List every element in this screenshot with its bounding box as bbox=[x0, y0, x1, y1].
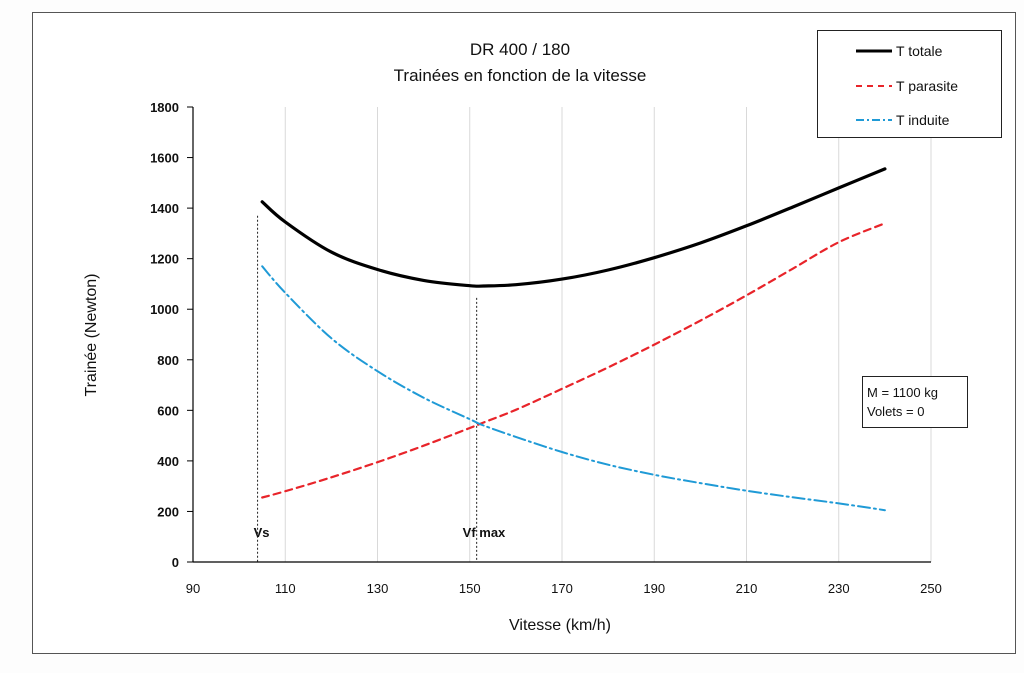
y-tick-label: 1200 bbox=[150, 252, 179, 267]
y-tick-label: 1600 bbox=[150, 151, 179, 166]
series-line-t-parasite bbox=[261, 222, 886, 499]
series-line-t-totale bbox=[260, 167, 887, 288]
x-tick-label: 230 bbox=[828, 581, 850, 596]
legend-swatch-t-totale bbox=[856, 49, 892, 53]
x-tick-label: 130 bbox=[367, 581, 389, 596]
y-tick-label: 1000 bbox=[150, 302, 179, 317]
legend-item-t-totale: T totale bbox=[818, 39, 1001, 63]
x-tick-label: 110 bbox=[275, 581, 296, 596]
y-tick-label: 0 bbox=[172, 555, 179, 570]
legend-item-t-induite: T induite bbox=[818, 108, 1001, 132]
chart-subtitle: Trainées en fonction de la vitesse bbox=[394, 66, 647, 85]
mass-label: M = 1100 kg bbox=[867, 385, 938, 400]
chart-title: DR 400 / 180 bbox=[470, 40, 570, 59]
legend-label: T parasite bbox=[896, 78, 958, 94]
legend-item-t-parasite: T parasite bbox=[818, 74, 1001, 98]
annotation-label: Vs bbox=[254, 525, 270, 540]
legend-label: T induite bbox=[896, 112, 950, 128]
x-axis-label: Vitesse (km/h) bbox=[509, 617, 611, 634]
x-tick-label: 170 bbox=[551, 581, 573, 596]
y-tick-label: 200 bbox=[157, 504, 179, 519]
y-tick-label: 800 bbox=[157, 353, 179, 368]
x-tick-label: 250 bbox=[920, 581, 942, 596]
legend-swatch-t-induite bbox=[856, 119, 892, 121]
legend-label: T totale bbox=[896, 43, 943, 59]
annotation-label: Vf max bbox=[463, 525, 506, 540]
x-tick-label: 90 bbox=[186, 581, 200, 596]
y-tick-label: 1400 bbox=[150, 201, 179, 216]
axes bbox=[192, 107, 931, 563]
x-tick-label: 150 bbox=[459, 581, 481, 596]
annotations: Vs Vf max bbox=[254, 215, 506, 562]
y-tick-label: 1800 bbox=[150, 100, 179, 115]
flaps-label: Volets = 0 bbox=[867, 404, 925, 419]
legend-swatch-t-parasite bbox=[856, 85, 892, 87]
y-tick-label: 400 bbox=[157, 454, 179, 469]
x-tick-label: 190 bbox=[643, 581, 665, 596]
legend: T totale T parasite T induite bbox=[817, 30, 1002, 138]
x-tick-label: 210 bbox=[736, 581, 758, 596]
series bbox=[260, 167, 887, 512]
tick-labels: 90 110 130 150 170 190 210 230 250 0 200 400 600 800 1… bbox=[150, 100, 942, 596]
y-tick-label: 600 bbox=[157, 403, 179, 418]
series-line-t-induite bbox=[261, 265, 886, 512]
parameters-box: M = 1100 kg Volets = 0 bbox=[862, 376, 968, 428]
grid bbox=[187, 106, 932, 563]
y-axis-label: Trainée (Newton) bbox=[83, 273, 100, 396]
